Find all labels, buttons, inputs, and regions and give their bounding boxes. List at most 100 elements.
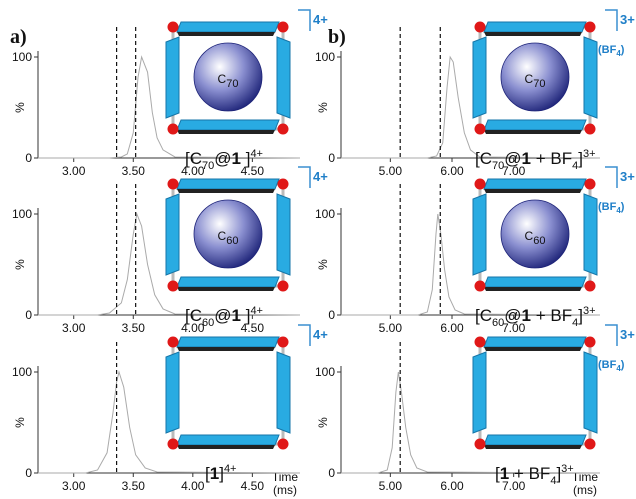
guest-label: C60 <box>525 229 546 247</box>
cage-panel-edge <box>177 189 275 193</box>
y-tick-label: 0 <box>25 151 32 165</box>
cage-panel <box>483 336 587 348</box>
cage-panel-edge <box>484 347 582 351</box>
y-tick-label: 100 <box>315 50 335 64</box>
complex-label: [C70@1 + BF4]3+ <box>475 148 596 172</box>
complex-label-part: ] <box>219 464 224 483</box>
cage-panel <box>483 434 587 446</box>
cage-vertex <box>167 438 179 450</box>
complex-label-part: + BF <box>531 306 572 325</box>
cage-cartoon: 3+ (BF4) <box>472 324 635 450</box>
cage-panel-edge <box>177 287 275 291</box>
fullerene <box>500 199 570 269</box>
cage-panel <box>483 276 587 288</box>
cage-vertex <box>167 280 179 292</box>
counterion-label: (BF4) <box>598 201 625 215</box>
cage-vertex <box>167 21 179 33</box>
complex-label-part: 4 <box>550 475 556 487</box>
x-axis-label: (ms) <box>273 483 297 497</box>
cage-panel <box>483 21 587 33</box>
charge-bracket <box>298 166 311 188</box>
charge-label: 3+ <box>620 169 635 184</box>
complex-label-part: 70 <box>492 160 504 172</box>
charge-bracket <box>605 324 618 346</box>
complex-label-part: [C <box>185 149 202 168</box>
y-axis-label: % <box>316 259 330 270</box>
arrival-time-trace <box>341 371 601 474</box>
cage-panel <box>176 434 280 446</box>
y-tick-label: 100 <box>315 365 335 379</box>
guest-label: C70 <box>218 72 239 90</box>
y-tick-label: 0 <box>328 308 335 322</box>
cage-vertex <box>474 336 486 348</box>
counterion-text: ) <box>621 201 625 213</box>
guest-subscript: 70 <box>533 78 545 90</box>
counterion-text: (BF <box>598 201 617 213</box>
counterion-text: (BF <box>598 359 617 371</box>
cage-vertex <box>277 21 289 33</box>
complex-label-part: [ <box>495 464 500 483</box>
cage-vertex <box>584 21 596 33</box>
guest-text: C <box>218 229 227 243</box>
complex-label-part: 1 <box>210 464 219 483</box>
x-tick-label: 4.00 <box>181 321 205 335</box>
arrival-time-trace <box>38 370 301 474</box>
cage-vertex <box>277 336 289 348</box>
arrival-time-trace <box>38 55 301 159</box>
complex-label-part: @ <box>214 306 231 325</box>
guest-text: C <box>218 72 227 86</box>
cage-vertex <box>474 123 486 135</box>
cage-panel <box>176 21 280 33</box>
cage-panel <box>165 351 180 434</box>
cage-vertex <box>167 336 179 348</box>
counterion-subscript: 4 <box>616 364 621 373</box>
complex-label-part: [ <box>205 464 210 483</box>
cage-panel-edge <box>484 287 582 291</box>
cage-vertex <box>474 280 486 292</box>
panel-label: b) <box>328 26 346 48</box>
cage-panel <box>165 36 180 119</box>
complex-label-part: @ <box>504 149 521 168</box>
cage-panel <box>583 193 598 276</box>
counterion-subscript: 4 <box>616 49 621 58</box>
cage-vertex <box>584 438 596 450</box>
guest-label: C60 <box>218 229 239 247</box>
cage-cartoon: C70 4+ <box>165 9 328 135</box>
complex-label: [1]4+ <box>205 463 236 483</box>
cage-panel <box>472 351 487 434</box>
charge-bracket <box>605 9 618 31</box>
y-axis-label: % <box>316 102 330 113</box>
cage-vertex <box>584 280 596 292</box>
cage-panel <box>176 119 280 131</box>
counterion-label: (BF4) <box>598 359 625 373</box>
complex-label-part: @ <box>504 306 521 325</box>
cage-linker <box>478 340 592 446</box>
complex-label-part: + BF <box>509 464 550 483</box>
complex-label-part: 4+ <box>224 463 237 475</box>
guest-label: C70 <box>525 72 546 90</box>
complex-label-part: 1 <box>232 306 241 325</box>
cage-panel <box>165 193 180 276</box>
complex-label: [C70@1 ]4+ <box>185 148 263 172</box>
guest-text: C <box>525 229 534 243</box>
counterion-text: (BF <box>598 44 617 56</box>
y-tick-label: 100 <box>12 207 32 221</box>
complex-label-part: 4 <box>572 317 578 329</box>
y-tick-label: 100 <box>315 207 335 221</box>
fullerene <box>500 42 570 112</box>
charge-label: 4+ <box>313 327 328 342</box>
cage-panel-edge <box>484 445 582 449</box>
cage-cartoon: 4+ <box>165 324 328 450</box>
guest-subscript: 60 <box>226 235 238 247</box>
cage-panel <box>472 193 487 276</box>
y-tick-label: 0 <box>328 466 335 480</box>
guest-subscript: 70 <box>226 78 238 90</box>
complex-label-part: + BF <box>531 149 572 168</box>
cage-vertex <box>277 123 289 135</box>
cage-cartoon: C60 4+ <box>165 166 328 292</box>
x-tick-label: 3.50 <box>122 164 146 178</box>
x-tick-label: 5.00 <box>379 164 403 178</box>
x-tick-label: 3.50 <box>122 321 146 335</box>
x-tick-label: 4.00 <box>181 479 205 493</box>
